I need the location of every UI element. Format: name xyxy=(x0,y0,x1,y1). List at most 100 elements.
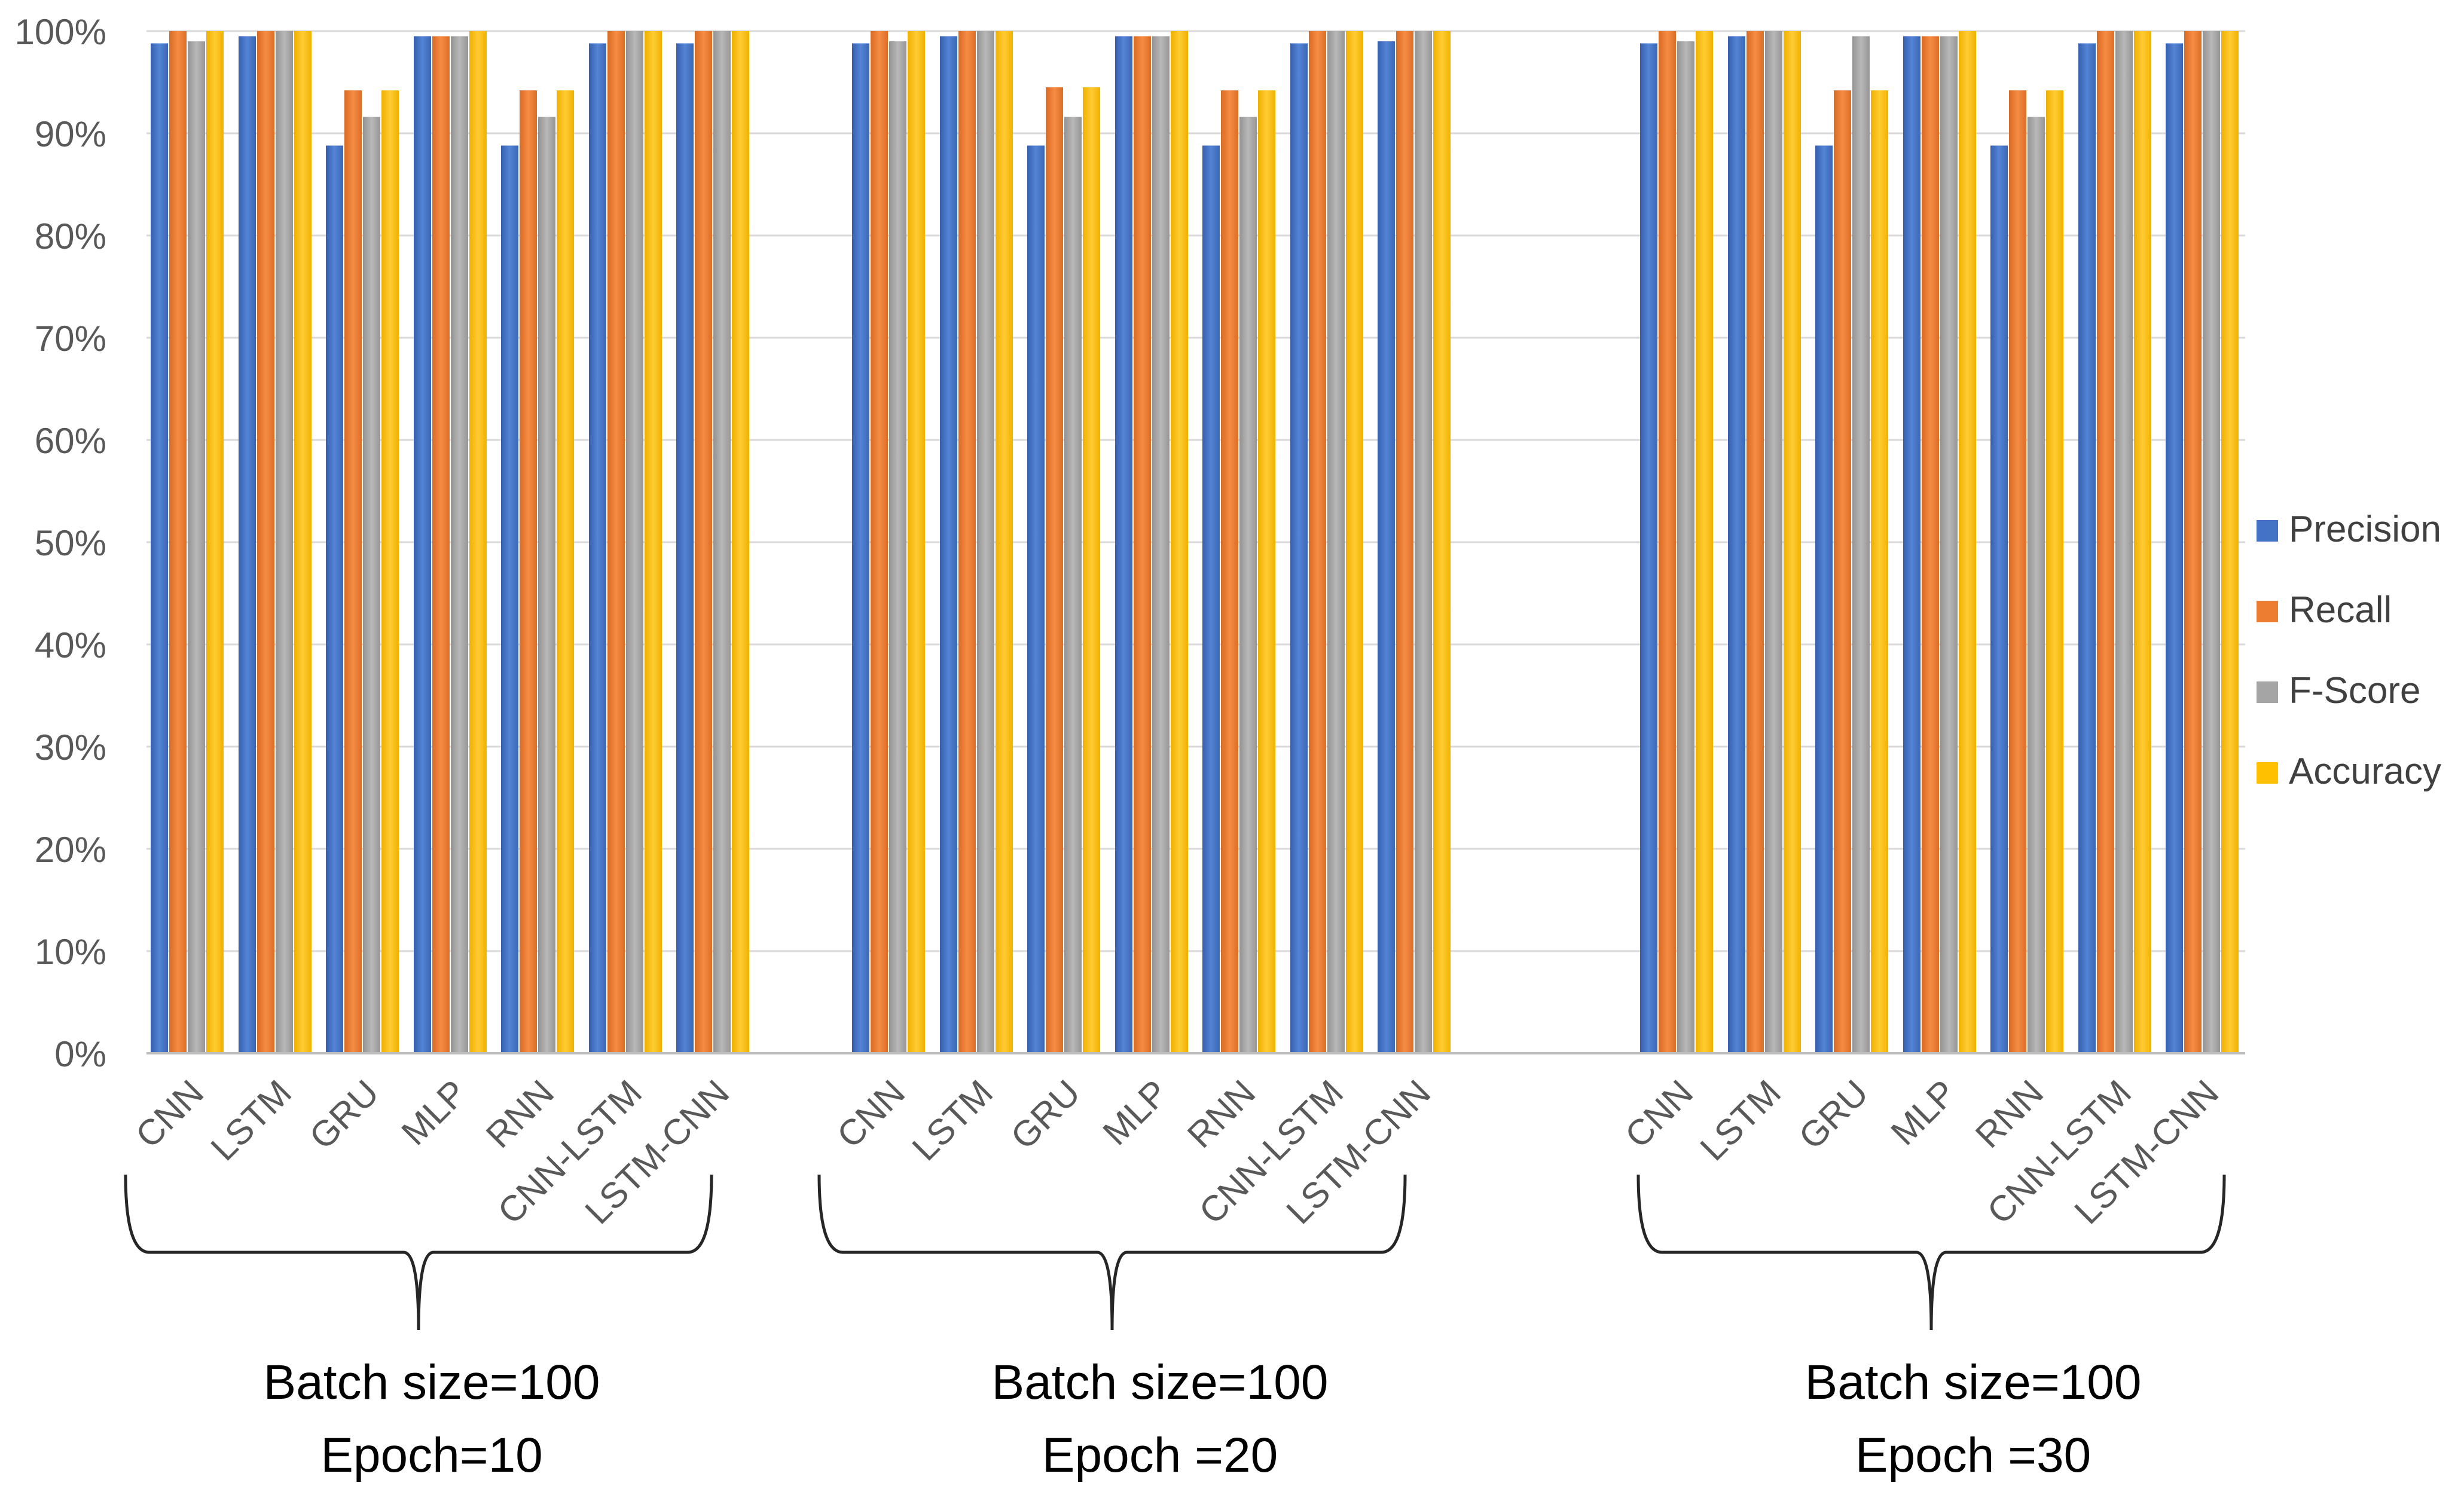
x-category-label: GRU xyxy=(1791,1072,1876,1157)
bar-precision xyxy=(1290,43,1308,1053)
bar-precision xyxy=(414,36,431,1053)
legend-label: F-Score xyxy=(2289,670,2420,711)
bar-precision xyxy=(1027,145,1045,1053)
bar-precision xyxy=(1202,145,1220,1053)
bar-recall xyxy=(1046,87,1063,1053)
bar-recall xyxy=(344,90,362,1054)
bar-f-score xyxy=(1239,117,1257,1053)
bar-recall xyxy=(1659,31,1676,1053)
bar-precision xyxy=(1903,36,1920,1053)
bar-accuracy xyxy=(1696,31,1713,1053)
bar-accuracy xyxy=(1346,31,1363,1053)
bar-recall xyxy=(432,36,450,1053)
bar-f-score xyxy=(538,117,555,1053)
bar-f-score xyxy=(1152,36,1170,1053)
y-tick-label: 40% xyxy=(35,625,106,665)
x-category-label: CNN xyxy=(1617,1072,1700,1155)
bar-f-score xyxy=(276,31,293,1053)
group-label-epoch: Epoch=10 xyxy=(320,1428,543,1482)
bar-precision xyxy=(589,43,606,1053)
x-category-label: LSTM xyxy=(905,1072,1001,1169)
bar-accuracy xyxy=(1433,31,1451,1053)
bar-precision xyxy=(676,43,694,1053)
bar-accuracy xyxy=(2221,31,2239,1053)
bar-f-score xyxy=(1940,36,1958,1053)
y-tick-label: 10% xyxy=(35,932,106,972)
bar-accuracy xyxy=(557,90,574,1054)
x-category-label: LSTM xyxy=(1693,1072,1789,1169)
legend-swatch-accuracy xyxy=(2257,762,2278,784)
bar-precision xyxy=(501,145,518,1053)
bar-f-score xyxy=(363,117,380,1053)
bar-accuracy xyxy=(908,31,925,1053)
bar-recall xyxy=(169,31,187,1053)
group-brace xyxy=(1636,1174,2226,1331)
bar-precision xyxy=(1378,41,1395,1054)
bar-recall xyxy=(257,31,274,1053)
bar-f-score xyxy=(1327,31,1345,1053)
group-label-epoch: Epoch =30 xyxy=(1855,1428,2091,1482)
bar-recall xyxy=(2184,31,2202,1053)
legend-label: Recall xyxy=(2289,589,2392,631)
bar-recall xyxy=(1747,31,1764,1053)
bar-f-score xyxy=(2115,31,2133,1053)
bar-f-score xyxy=(2203,31,2220,1053)
bar-accuracy xyxy=(645,31,662,1053)
bar-precision xyxy=(151,43,168,1053)
bar-precision xyxy=(940,36,957,1053)
legend-label: Precision xyxy=(2289,509,2441,550)
bar-precision xyxy=(2078,43,2096,1053)
group-label-batch: Batch size=100 xyxy=(1805,1355,2142,1410)
legend-swatch-f-score xyxy=(2257,681,2278,703)
group-label-epoch: Epoch =20 xyxy=(1042,1428,1278,1482)
legend-swatch-precision xyxy=(2257,520,2278,542)
y-tick-label: 90% xyxy=(35,114,106,154)
bar-accuracy xyxy=(381,90,399,1054)
group-label-batch: Batch size=100 xyxy=(992,1355,1329,1410)
bar-recall xyxy=(2009,90,2026,1054)
bar-f-score xyxy=(188,41,205,1054)
bar-f-score xyxy=(1677,41,1694,1054)
bar-accuracy xyxy=(1959,31,1976,1053)
bar-recall xyxy=(520,90,537,1054)
bar-recall xyxy=(607,31,625,1053)
x-category-label: RNN xyxy=(1180,1072,1263,1155)
bar-recall xyxy=(1922,36,1939,1053)
bar-f-score xyxy=(626,31,643,1053)
bar-accuracy xyxy=(1083,87,1100,1053)
bar-accuracy xyxy=(2134,31,2151,1053)
y-tick-label: 100% xyxy=(15,12,106,52)
bar-accuracy xyxy=(996,31,1013,1053)
bar-recall xyxy=(1221,90,1238,1054)
bar-precision xyxy=(239,36,256,1053)
bar-precision xyxy=(326,145,343,1053)
y-tick-label: 70% xyxy=(35,319,106,359)
y-tick-label: 30% xyxy=(35,727,106,768)
bar-precision xyxy=(1990,145,2008,1053)
bar-recall xyxy=(1134,36,1151,1053)
bar-f-score xyxy=(1064,117,1082,1053)
bar-recall xyxy=(871,31,888,1053)
bar-accuracy xyxy=(294,31,312,1053)
legend-swatch-recall xyxy=(2257,601,2278,622)
bar-f-score xyxy=(2028,117,2045,1053)
x-category-label: CNN xyxy=(128,1072,211,1155)
bar-f-score xyxy=(1415,31,1432,1053)
legend-label: Accuracy xyxy=(2289,751,2441,792)
y-tick-label: 20% xyxy=(35,830,106,870)
x-category-label: RNN xyxy=(1968,1072,2051,1155)
y-tick-label: 60% xyxy=(35,421,106,461)
bar-accuracy xyxy=(732,31,749,1053)
bar-recall xyxy=(695,31,712,1053)
bar-f-score xyxy=(713,31,731,1053)
x-category-label: MLP xyxy=(1095,1072,1176,1153)
bar-accuracy xyxy=(1871,90,1888,1054)
bar-precision xyxy=(1815,145,1833,1053)
bar-f-score xyxy=(451,36,468,1053)
group-brace xyxy=(124,1174,713,1331)
bar-accuracy xyxy=(1171,31,1188,1053)
bar-recall xyxy=(1309,31,1326,1053)
bar-accuracy xyxy=(1258,90,1275,1054)
bar-recall xyxy=(2097,31,2114,1053)
